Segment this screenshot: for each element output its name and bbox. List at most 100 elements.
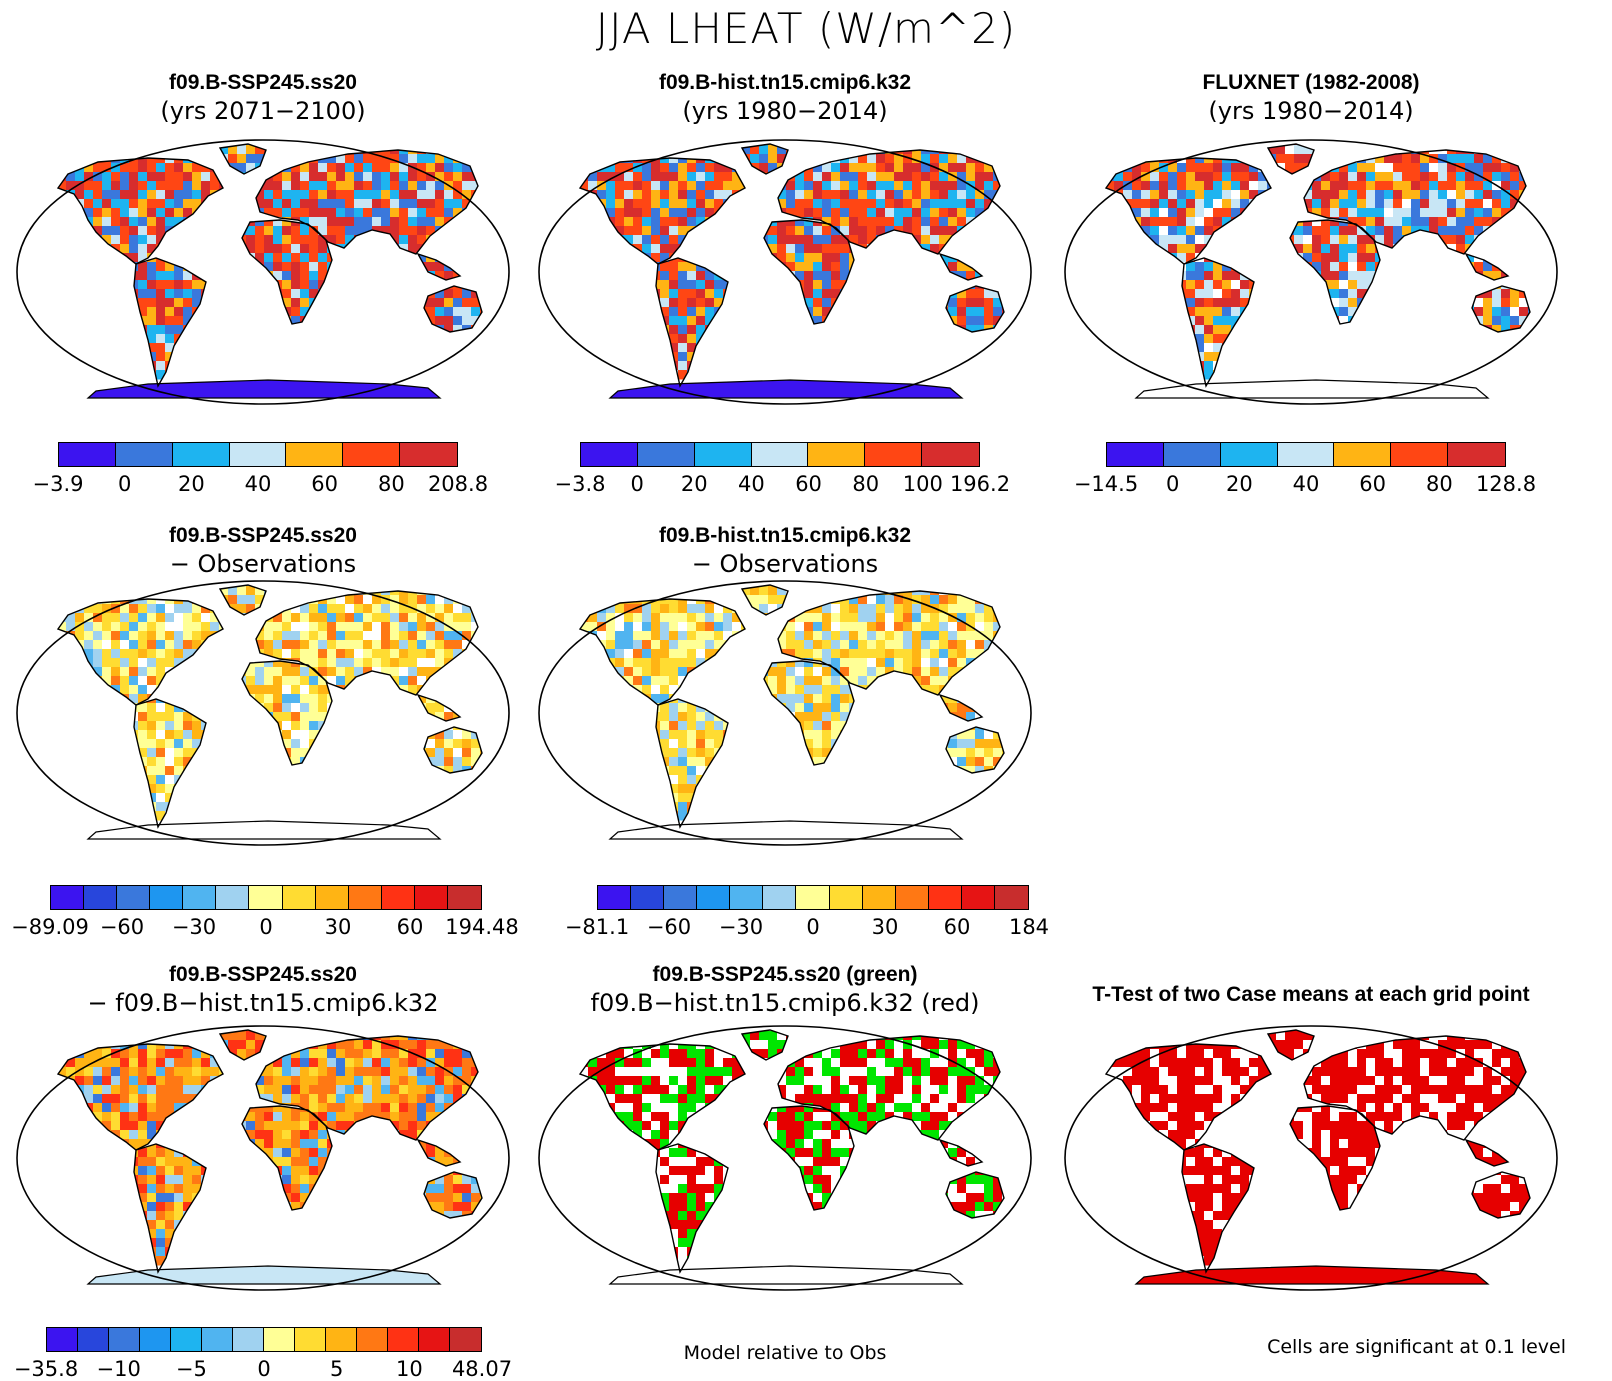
colorbar-boxes	[1106, 442, 1506, 467]
footer-note: Model relative to Obs	[530, 1342, 1040, 1364]
colorbar-label: 0	[118, 472, 131, 496]
colorbar-label: −89.09	[11, 915, 89, 939]
panel-green-red-overlay: f09.B-SSP245.ss20 (green) f09.B−hist.tn1…	[530, 962, 1040, 1380]
colorbar-swatch	[664, 886, 697, 909]
colorbar-swatch	[896, 886, 929, 909]
colorbar-swatch	[249, 886, 282, 909]
colorbar-swatch	[264, 1328, 295, 1351]
colorbar-label: 40	[245, 472, 272, 496]
panel-title-line1: f09.B-SSP245.ss20 (green)	[530, 962, 1040, 988]
colorbar-swatch	[865, 443, 922, 466]
colorbar-label: −3.9	[33, 472, 84, 496]
colorbar-swatch	[216, 886, 249, 909]
colorbar-label: 60	[944, 915, 971, 939]
colorbar-swatch	[171, 1328, 202, 1351]
panel-hist-minus-obs: f09.B-hist.tn15.cmip6.k32 − Observations…	[530, 523, 1040, 943]
colorbar-label: 60	[1359, 472, 1386, 496]
panel-title-line2: f09.B−hist.tn15.cmip6.k32 (red)	[530, 988, 1040, 1018]
colorbar-boxes	[50, 885, 482, 910]
colorbar-swatch	[697, 886, 730, 909]
panel-title: f09.B-hist.tn15.cmip6.k32 (yrs 1980−2014…	[530, 70, 1040, 126]
colorbar-label: 60	[795, 472, 822, 496]
colorbar-label: 60	[397, 915, 424, 939]
colorbar-label: −30	[172, 915, 216, 939]
panel-title: f09.B-SSP245.ss20 − Observations	[8, 523, 518, 579]
colorbar-label: 5	[330, 1357, 343, 1381]
colorbar-swatch	[448, 886, 481, 909]
world-map	[8, 577, 518, 849]
colorbar-label: 20	[681, 472, 708, 496]
colorbar-swatch	[830, 886, 863, 909]
panel-title-line1: f09.B-SSP245.ss20	[8, 962, 518, 988]
panel-title-line2: (yrs 2071−2100)	[8, 96, 518, 126]
colorbar-label: 0	[257, 1357, 270, 1381]
colorbar-swatch	[929, 886, 962, 909]
panel-ssp245-minus-hist: f09.B-SSP245.ss20 − f09.B−hist.tn15.cmip…	[8, 962, 518, 1380]
panel-title-line1: f09.B-hist.tn15.cmip6.k32	[530, 70, 1040, 96]
colorbar-label: 30	[872, 915, 899, 939]
colorbar-swatch	[382, 886, 415, 909]
colorbar-boxes	[597, 885, 1029, 910]
colorbar-boxes	[58, 442, 458, 467]
panel-title-line2: (yrs 1980−2014)	[1056, 96, 1566, 126]
world-map	[530, 577, 1040, 849]
colorbar-swatch	[233, 1328, 264, 1351]
world-map	[1056, 136, 1566, 408]
world-map	[8, 1022, 518, 1294]
colorbar-swatch	[995, 886, 1028, 909]
colorbar-swatch	[326, 1328, 357, 1351]
colorbar-label: 80	[378, 472, 405, 496]
colorbar-swatch	[84, 886, 117, 909]
colorbar-swatch	[343, 443, 400, 466]
colorbar-swatch	[51, 886, 84, 909]
colorbar-swatch	[78, 1328, 109, 1351]
colorbar-swatch	[109, 1328, 140, 1351]
panel-hist-mean: f09.B-hist.tn15.cmip6.k32 (yrs 1980−2014…	[530, 70, 1040, 490]
colorbar-label: 0	[1166, 472, 1179, 496]
colorbar-swatch	[450, 1328, 481, 1351]
footer-note: Cells are significant at 0.1 level	[1056, 1336, 1566, 1358]
panel-ttest: T-Test of two Case means at each grid po…	[1056, 962, 1566, 1380]
panel-title-line1: f09.B-SSP245.ss20	[8, 70, 518, 96]
colorbar-label: 60	[311, 472, 338, 496]
colorbar-swatch	[1221, 443, 1278, 466]
colorbar-label: −60	[100, 915, 144, 939]
colorbar-swatch	[150, 886, 183, 909]
panel-title: f09.B-hist.tn15.cmip6.k32 − Observations	[530, 523, 1040, 579]
colorbar-label: 30	[325, 915, 352, 939]
panel-title: f09.B-SSP245.ss20 (yrs 2071−2100)	[8, 70, 518, 126]
world-map	[530, 1022, 1040, 1294]
world-map	[530, 136, 1040, 408]
colorbar-label: −10	[96, 1357, 140, 1381]
colorbar-label: 80	[852, 472, 879, 496]
panel-title-line1: T-Test of two Case means at each grid po…	[1056, 982, 1566, 1008]
figure-title: JJA LHEAT (W/m^2)	[0, 4, 1612, 53]
colorbar-label: 10	[396, 1357, 423, 1381]
panel-title: FLUXNET (1982-2008) (yrs 1980−2014)	[1056, 70, 1566, 126]
colorbar-label: −60	[647, 915, 691, 939]
colorbar-swatch	[808, 443, 865, 466]
colorbar-label: 184	[1009, 915, 1049, 939]
colorbar-swatch	[388, 1328, 419, 1351]
colorbar-swatch	[59, 443, 116, 466]
colorbar-label: −3.8	[555, 472, 606, 496]
colorbar-swatch	[1164, 443, 1221, 466]
colorbar-label: 40	[1293, 472, 1320, 496]
colorbar-swatch	[357, 1328, 388, 1351]
colorbar-label: 20	[1226, 472, 1253, 496]
colorbar-swatch	[922, 443, 979, 466]
colorbar-swatch	[695, 443, 752, 466]
colorbar-swatch	[202, 1328, 233, 1351]
colorbar-swatch	[752, 443, 809, 466]
colorbar-swatch	[631, 886, 664, 909]
colorbar-swatch	[183, 886, 216, 909]
colorbar-swatch	[400, 443, 457, 466]
panel-title-line2: − Observations	[530, 549, 1040, 579]
panel-title: f09.B-SSP245.ss20 (green) f09.B−hist.tn1…	[530, 962, 1040, 1018]
colorbar-swatch	[1334, 443, 1391, 466]
colorbar-swatch	[140, 1328, 171, 1351]
colorbar-label: 80	[1426, 472, 1453, 496]
colorbar-label: −5	[176, 1357, 207, 1381]
colorbar-swatch	[283, 886, 316, 909]
